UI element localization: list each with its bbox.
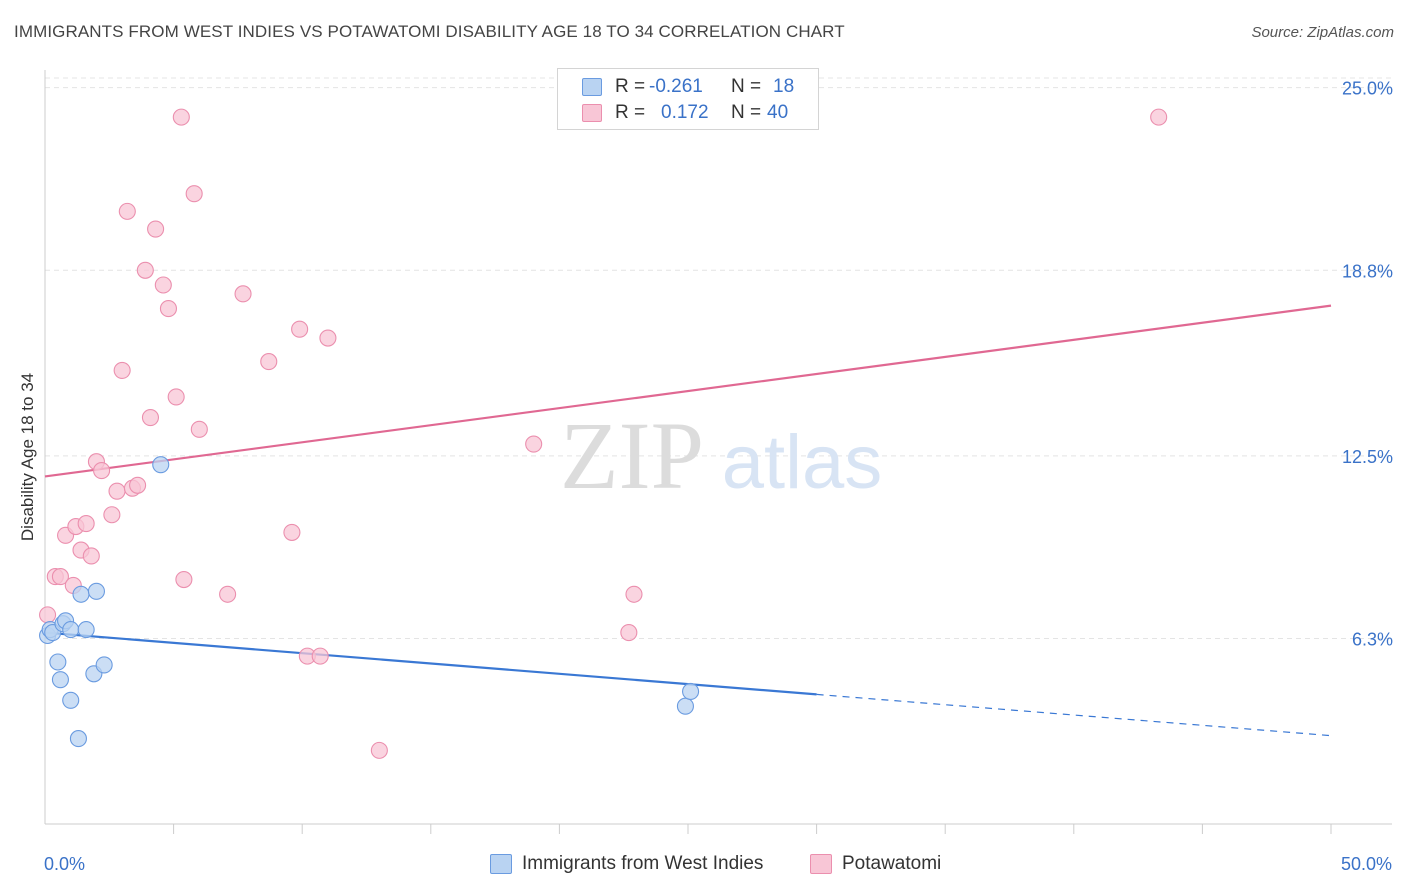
point-potawatomi bbox=[283, 523, 301, 541]
watermark: ZIP atlas bbox=[560, 402, 882, 509]
point-west-indies bbox=[152, 456, 170, 474]
legend-label-potawatomi: Potawatomi bbox=[842, 853, 942, 874]
legend-n-label: N = bbox=[731, 102, 762, 123]
legend-swatch-blue bbox=[490, 854, 512, 874]
legend-r-label: R = bbox=[615, 76, 646, 97]
trend-line-west-indies bbox=[44, 631, 817, 696]
trend-extension-west-indies bbox=[816, 693, 1332, 737]
point-west-indies bbox=[69, 730, 87, 748]
legend-swatch-blue bbox=[582, 78, 602, 96]
point-potawatomi bbox=[172, 108, 190, 126]
tick-labels: 6.3% 12.5% 18.8% 25.0% 0.0% 50.0% bbox=[44, 79, 1393, 874]
legend-n-value: 18 bbox=[773, 76, 795, 97]
point-west-indies bbox=[51, 671, 69, 689]
y-tick-label: 25.0% bbox=[1342, 79, 1393, 99]
legend-r-value: 0.172 bbox=[661, 102, 709, 123]
point-potawatomi bbox=[175, 570, 193, 589]
point-potawatomi bbox=[319, 329, 337, 347]
point-west-indies bbox=[62, 621, 80, 639]
point-potawatomi bbox=[370, 741, 388, 759]
point-potawatomi bbox=[51, 568, 69, 586]
point-west-indies bbox=[676, 697, 694, 715]
point-potawatomi bbox=[108, 482, 126, 500]
series-legend: Immigrants from West Indies Potawatomi bbox=[0, 851, 1406, 879]
x-tick-label: 0.0% bbox=[44, 854, 85, 874]
point-potawatomi bbox=[129, 476, 147, 494]
point-potawatomi bbox=[525, 435, 543, 453]
point-potawatomi bbox=[167, 388, 185, 406]
point-potawatomi bbox=[219, 585, 237, 603]
point-potawatomi bbox=[234, 285, 252, 303]
grid-lines bbox=[45, 77, 1392, 639]
legend-r-label: R = bbox=[615, 102, 646, 123]
point-potawatomi bbox=[159, 300, 178, 318]
legend-n-label: N = bbox=[731, 76, 762, 97]
chart-title: IMMIGRANTS FROM WEST INDIES VS POTAWATOM… bbox=[14, 22, 845, 41]
point-potawatomi bbox=[82, 547, 100, 565]
y-tick-label: 18.8% bbox=[1342, 261, 1393, 281]
point-potawatomi bbox=[154, 276, 172, 294]
point-west-indies bbox=[49, 653, 67, 671]
point-west-indies bbox=[95, 656, 113, 674]
watermark-atlas: atlas bbox=[722, 420, 883, 505]
legend-row-west-indies: R = -0.261 N = 18 bbox=[558, 74, 818, 100]
point-potawatomi bbox=[113, 361, 131, 379]
point-potawatomi bbox=[93, 462, 111, 480]
source-credit: Source: ZipAtlas.com bbox=[1251, 24, 1394, 41]
point-west-indies bbox=[72, 585, 90, 603]
point-potawatomi bbox=[103, 506, 121, 524]
axes bbox=[44, 70, 1392, 834]
point-potawatomi bbox=[118, 202, 136, 220]
point-potawatomi bbox=[77, 515, 95, 533]
legend-n-value: 40 bbox=[767, 102, 789, 123]
point-potawatomi bbox=[136, 261, 154, 279]
point-potawatomi bbox=[39, 606, 57, 624]
point-potawatomi bbox=[625, 585, 643, 603]
y-axis-label: Disability Age 18 to 34 bbox=[18, 372, 37, 542]
legend-swatch-pink bbox=[582, 104, 602, 122]
point-potawatomi bbox=[190, 420, 208, 438]
point-potawatomi bbox=[147, 220, 165, 238]
data-points bbox=[39, 108, 1168, 759]
y-tick-label: 12.5% bbox=[1342, 447, 1393, 467]
legend-label-west-indies: Immigrants from West Indies bbox=[522, 853, 764, 874]
trend-line-potawatomi bbox=[44, 304, 1332, 478]
legend-swatch-pink bbox=[810, 854, 832, 874]
y-tick-label: 6.3% bbox=[1352, 629, 1393, 649]
trend-lines bbox=[44, 304, 1332, 737]
point-potawatomi bbox=[141, 408, 160, 427]
point-west-indies bbox=[62, 691, 80, 709]
point-potawatomi bbox=[1150, 108, 1168, 126]
watermark-zip: ZIP bbox=[560, 402, 704, 509]
point-potawatomi bbox=[260, 353, 278, 371]
x-tick-label: 50.0% bbox=[1341, 854, 1392, 874]
point-potawatomi bbox=[291, 320, 309, 338]
legend-row-potawatomi: R = 0.172 N = 40 bbox=[558, 100, 818, 126]
point-west-indies bbox=[87, 582, 105, 600]
legend-r-value: -0.261 bbox=[649, 76, 703, 97]
point-west-indies bbox=[77, 621, 95, 639]
point-potawatomi bbox=[620, 624, 638, 642]
correlation-legend: R = -0.261 N = 18 R = 0.172 N = 40 bbox=[557, 68, 819, 130]
point-potawatomi bbox=[185, 185, 203, 203]
point-potawatomi bbox=[311, 647, 329, 665]
point-west-indies bbox=[682, 682, 700, 701]
